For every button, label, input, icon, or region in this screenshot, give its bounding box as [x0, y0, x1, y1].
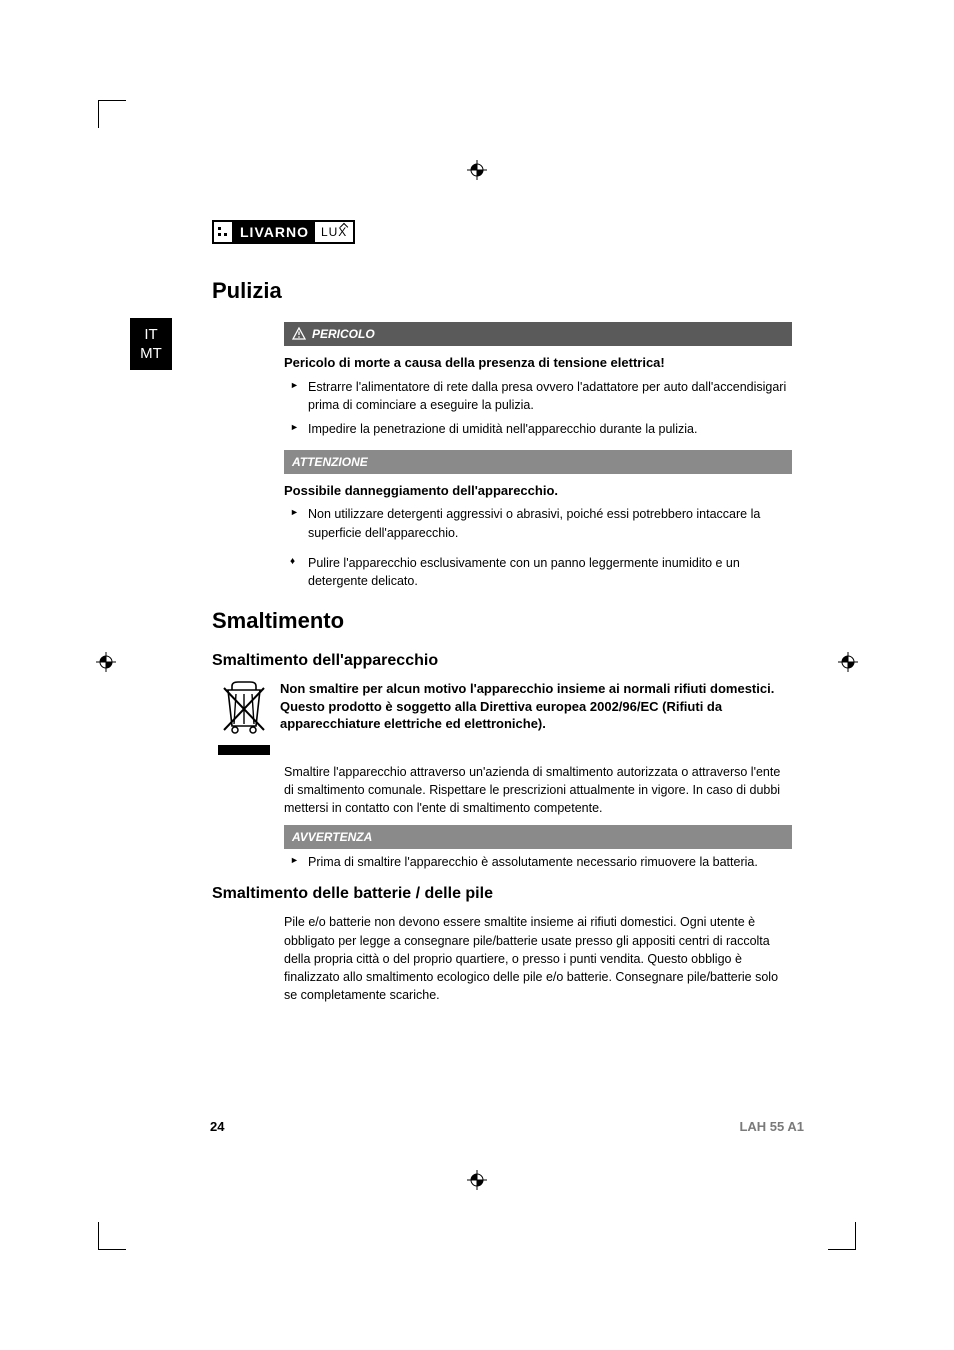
black-bar-icon — [218, 745, 270, 755]
page-content: LIVARNO LUX Pulizia PERICOLO Pericolo di… — [150, 220, 804, 1012]
list-item: Pulire l'apparecchio esclusivamente con … — [284, 554, 792, 590]
page-number: 24 — [210, 1119, 224, 1134]
list-item: Prima di smaltire l'apparecchio è assolu… — [284, 853, 792, 871]
list-item: Non utilizzare detergenti aggressivi o a… — [284, 505, 792, 541]
registration-mark-icon — [838, 652, 858, 672]
model-number: LAH 55 A1 — [739, 1119, 804, 1134]
caution-bar: ATTENZIONE — [284, 450, 792, 474]
brand-suffix: LUX — [315, 222, 353, 242]
danger-label: PERICOLO — [312, 327, 375, 341]
disposal-para: Smaltire l'apparecchio attraverso un'azi… — [284, 763, 792, 817]
crop-mark — [98, 100, 126, 128]
battery-para: Pile e/o batterie non devono essere smal… — [284, 913, 792, 1004]
list-item: Impedire la penetrazione di umidità nell… — [284, 420, 792, 438]
caution-list: Non utilizzare detergenti aggressivi o a… — [284, 505, 792, 541]
section-title-pulizia: Pulizia — [212, 278, 804, 304]
brand-logo: LIVARNO LUX — [212, 220, 355, 244]
weee-text: Non smaltire per alcun motivo l'apparecc… — [280, 680, 804, 733]
warn-label: AVVERTENZA — [292, 830, 372, 844]
danger-list: Estrarre l'alimentatore di rete dalla pr… — [284, 378, 792, 438]
weee-bin-icon — [218, 680, 270, 741]
brand-name: LIVARNO — [234, 222, 315, 242]
warn-bar: AVVERTENZA — [284, 825, 792, 849]
warn-list: Prima di smaltire l'apparecchio è assolu… — [284, 853, 792, 871]
subsection-title: Smaltimento dell'apparecchio — [212, 652, 804, 670]
list-item: Estrarre l'alimentatore di rete dalla pr… — [284, 378, 792, 414]
warning-triangle-icon — [292, 327, 306, 341]
subsection-title: Smaltimento delle batterie / delle pile — [212, 885, 804, 903]
caution-label: ATTENZIONE — [292, 455, 368, 469]
registration-mark-icon — [467, 160, 487, 180]
caution-headline: Possibile danneggiamento dell'apparecchi… — [284, 482, 792, 500]
note-list: Pulire l'apparecchio esclusivamente con … — [284, 554, 792, 590]
brand-dots-icon — [214, 222, 234, 242]
crop-mark — [98, 1222, 126, 1250]
danger-bar: PERICOLO — [284, 322, 792, 346]
section-title-smaltimento: Smaltimento — [212, 608, 804, 634]
registration-mark-icon — [467, 1170, 487, 1190]
danger-headline: Pericolo di morte a causa della presenza… — [284, 354, 792, 372]
crop-mark — [828, 1222, 856, 1250]
page-footer: 24 LAH 55 A1 — [210, 1119, 804, 1134]
registration-mark-icon — [96, 652, 116, 672]
